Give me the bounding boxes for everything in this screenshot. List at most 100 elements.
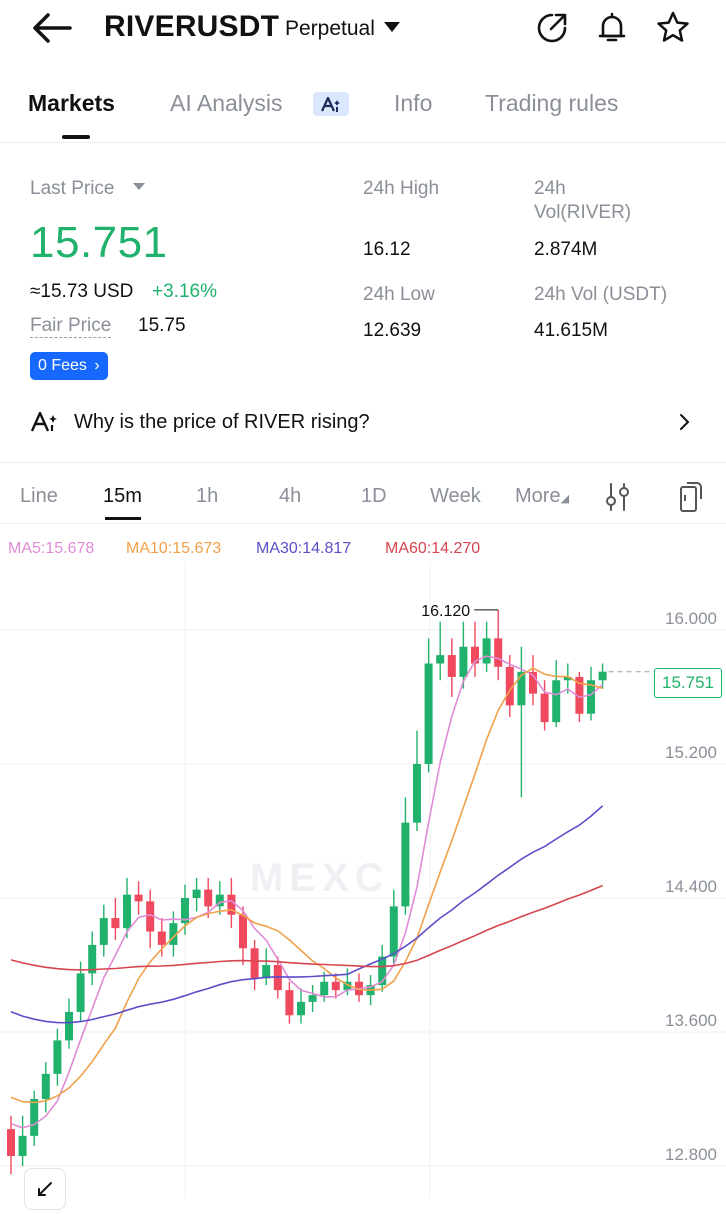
candle-body xyxy=(552,680,561,723)
high-24h-value: 16.12 xyxy=(363,239,411,260)
candle-body xyxy=(227,894,236,915)
high-marker-label: 16.120 xyxy=(421,603,470,620)
candle-body xyxy=(76,973,85,1012)
back-button[interactable] xyxy=(28,8,78,48)
candle-body xyxy=(65,1011,73,1041)
candle-body xyxy=(169,923,178,945)
candle-body xyxy=(505,666,514,706)
ma10-legend: MA10:15.673 xyxy=(126,540,222,557)
interval-line[interactable]: Line xyxy=(20,485,58,507)
landscape-mode-icon[interactable] xyxy=(677,479,705,520)
tab-markets[interactable]: Markets xyxy=(28,90,115,116)
contract-type-selector[interactable]: Perpetual xyxy=(285,17,375,40)
interval-1d[interactable]: 1D xyxy=(361,485,387,507)
candle-body xyxy=(157,931,166,945)
candle-body xyxy=(215,894,224,907)
tab-info[interactable]: Info xyxy=(394,90,433,116)
interval-4h[interactable]: 4h xyxy=(279,485,302,507)
interval-1h[interactable]: 1h xyxy=(196,485,219,507)
fair-price-label[interactable]: Fair Price xyxy=(30,315,112,338)
candle-body xyxy=(587,680,595,714)
chevron-right-icon: › xyxy=(94,357,100,374)
zero-fees-button[interactable]: 0 Fees › xyxy=(30,352,108,380)
last-price-label[interactable]: Last Price xyxy=(30,178,115,199)
vol-quote-label: 24h Vol (USDT) xyxy=(534,284,668,305)
indicator-settings-icon[interactable] xyxy=(604,481,632,518)
interval-week[interactable]: Week xyxy=(430,485,481,507)
candle-body xyxy=(529,671,537,694)
candle-body xyxy=(53,1040,62,1074)
ma60-legend: MA60:14.270 xyxy=(385,540,481,557)
candle-body xyxy=(41,1073,50,1099)
candle-body xyxy=(471,646,479,664)
tab-trading-rules[interactable]: Trading rules xyxy=(485,90,619,116)
tab-active-indicator xyxy=(62,135,90,139)
y-axis-tick-label: 15.200 xyxy=(665,743,717,762)
vol-base-label-line1: 24h xyxy=(534,178,566,199)
ma5-line xyxy=(10,655,604,1129)
candle-body xyxy=(331,981,340,991)
candle-body xyxy=(285,990,294,1016)
candle-body xyxy=(297,1001,305,1016)
low-24h-label: 24h Low xyxy=(363,284,435,305)
tab-ai-analysis[interactable]: AI Analysis xyxy=(170,90,283,116)
candle-body xyxy=(517,671,526,706)
candle-body xyxy=(88,944,97,974)
candle-body xyxy=(250,948,259,979)
back-arrow-icon xyxy=(33,13,72,43)
interval-more-label: More xyxy=(515,485,561,507)
caret-down-icon[interactable] xyxy=(133,183,145,190)
chevron-right-icon xyxy=(680,414,690,430)
fair-price-value: 15.75 xyxy=(138,315,186,336)
ma5-legend: MA5:15.678 xyxy=(8,540,95,557)
chevron-down-icon[interactable] xyxy=(384,22,400,32)
ma30-line xyxy=(10,805,604,1024)
expand-chart-button[interactable] xyxy=(24,1168,66,1210)
last-price-value: 15.751 xyxy=(30,218,168,267)
candle-body xyxy=(378,956,387,986)
bell-icon[interactable] xyxy=(594,10,630,46)
candle-body xyxy=(575,676,584,714)
share-icon[interactable] xyxy=(534,10,570,46)
candlestick-chart[interactable]: 16.000 15.200 14.400 13.600 12.800 16.120 xyxy=(0,562,726,1199)
current-price-tag: 15.751 xyxy=(654,668,722,698)
divider xyxy=(0,142,726,143)
watermark-logo: MEXC xyxy=(250,856,390,900)
ma30-legend: MA30:14.817 xyxy=(256,540,352,557)
ai-sparkle-icon xyxy=(30,411,57,432)
candle-body xyxy=(389,906,398,957)
y-axis-tick-label: 16.000 xyxy=(665,609,717,628)
candle-body xyxy=(308,995,317,1002)
candle-body xyxy=(482,638,491,664)
y-axis-tick-label: 13.600 xyxy=(665,1011,717,1030)
symbol-title: RIVERUSDT xyxy=(104,10,280,43)
low-24h-value: 12.639 xyxy=(363,320,422,341)
vol-quote-value: 41.615M xyxy=(534,320,608,341)
candle-body xyxy=(494,638,503,667)
candle-body xyxy=(459,646,468,677)
candle-body xyxy=(18,1135,27,1156)
high-24h-label: 24h High xyxy=(363,178,440,199)
interval-more[interactable]: More◢ xyxy=(515,485,569,508)
candle-body xyxy=(146,901,155,932)
caret-icon: ◢ xyxy=(560,493,570,505)
candle-body xyxy=(320,981,329,996)
usd-equivalent: ≈15.73 USD xyxy=(30,281,134,302)
candle-body xyxy=(204,889,213,907)
vol-base-label-line2: Vol(RIVER) xyxy=(534,202,632,223)
y-axis-tick-label: 14.400 xyxy=(665,877,717,896)
candle-body xyxy=(134,894,143,902)
candle-body xyxy=(401,822,410,907)
candle-body xyxy=(181,898,189,924)
candle-body xyxy=(540,693,549,723)
candle-body xyxy=(343,981,352,991)
candle-body xyxy=(30,1099,39,1136)
candle-body xyxy=(123,894,131,929)
ma10-line xyxy=(10,667,603,1104)
candle-body xyxy=(413,764,421,823)
y-axis-tick-label: 12.800 xyxy=(665,1145,717,1164)
ma60-line xyxy=(10,884,603,971)
star-icon[interactable] xyxy=(655,10,691,46)
interval-15m[interactable]: 15m xyxy=(103,485,142,507)
price-insight-row[interactable]: Why is the price of RIVER rising? xyxy=(30,404,700,442)
